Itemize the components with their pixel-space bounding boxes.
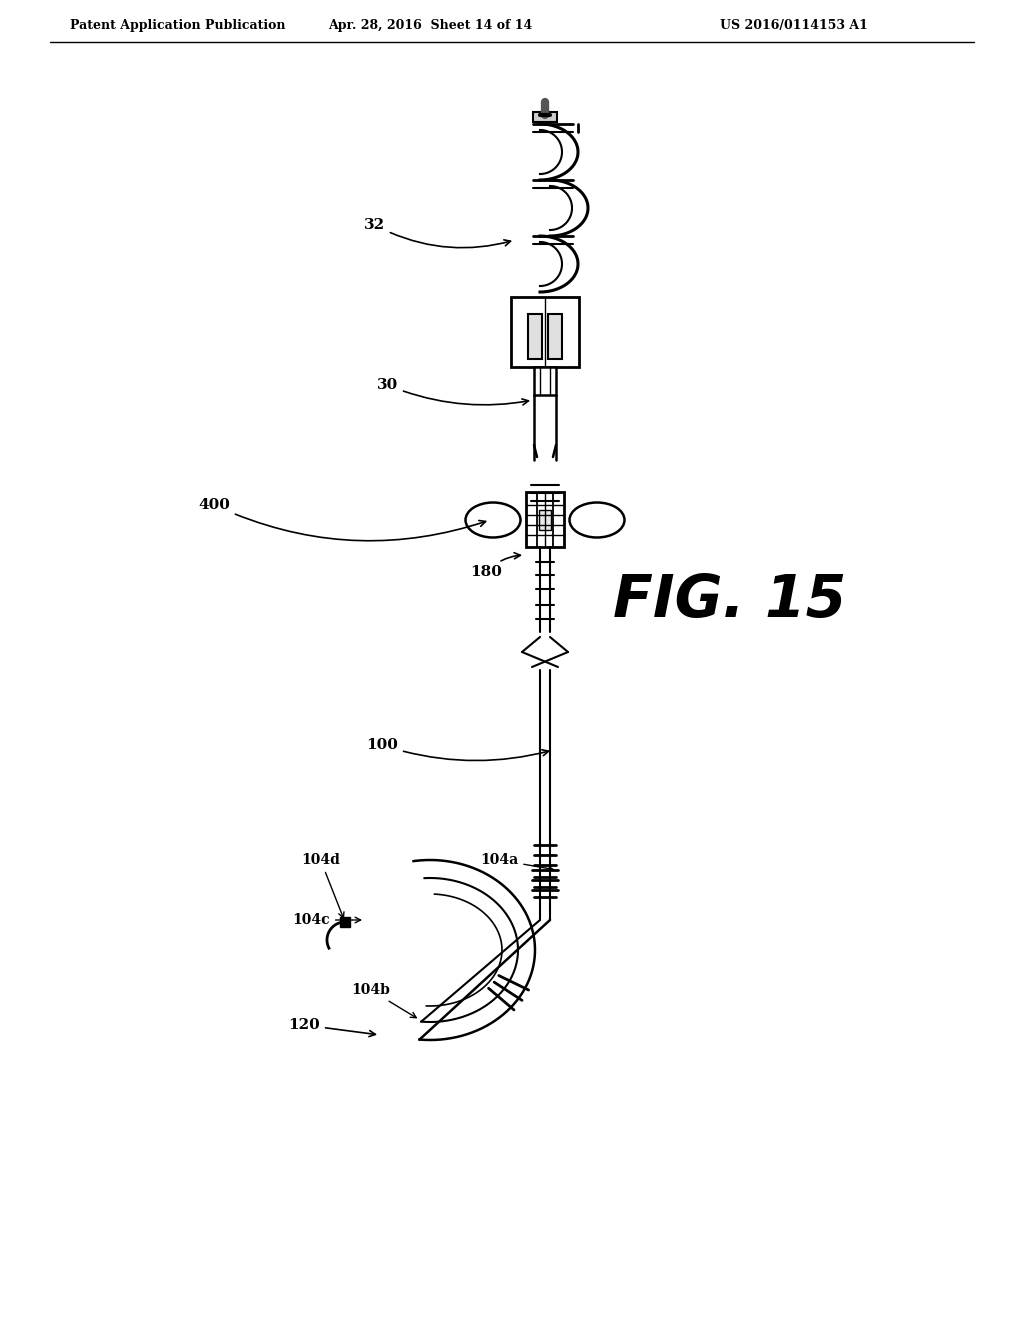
Text: 180: 180 (470, 553, 520, 579)
Text: 100: 100 (367, 738, 549, 760)
Bar (534, 112, 557, 121)
Bar (548, 314, 562, 359)
Text: US 2016/0114153 A1: US 2016/0114153 A1 (720, 18, 868, 32)
Text: 104b: 104b (351, 983, 417, 1018)
Bar (539, 510, 551, 531)
Text: Apr. 28, 2016  Sheet 14 of 14: Apr. 28, 2016 Sheet 14 of 14 (328, 18, 532, 32)
Text: 104c: 104c (293, 913, 360, 927)
Bar (528, 314, 542, 359)
Text: 32: 32 (364, 218, 511, 248)
Text: Patent Application Publication: Patent Application Publication (70, 18, 286, 32)
Text: 120: 120 (288, 1018, 376, 1036)
Ellipse shape (466, 503, 520, 537)
Text: 30: 30 (377, 378, 528, 405)
Text: 104a: 104a (480, 853, 553, 871)
Bar (526, 492, 564, 546)
Bar (511, 297, 579, 367)
Text: FIG. 15: FIG. 15 (613, 572, 847, 628)
Bar (534, 367, 556, 395)
Ellipse shape (569, 503, 625, 537)
Text: 104d: 104d (301, 853, 344, 917)
Text: 400: 400 (198, 498, 485, 541)
Bar (340, 917, 350, 927)
